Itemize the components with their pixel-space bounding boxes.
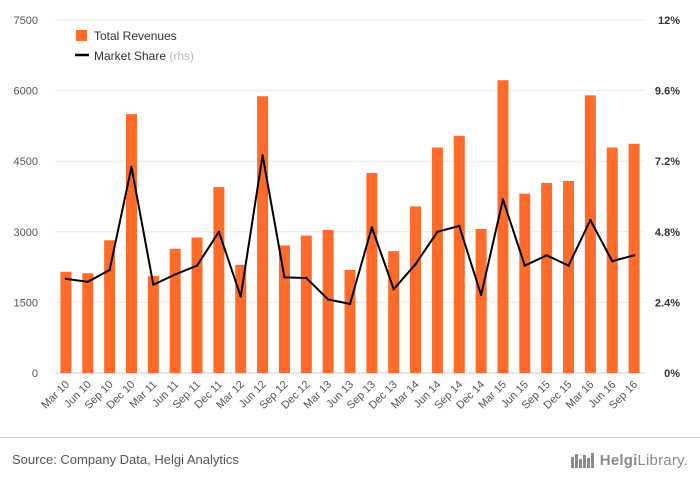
bar — [147, 276, 159, 373]
line-point — [108, 268, 111, 272]
bar — [388, 251, 400, 373]
y-left-tick-label: 0 — [32, 368, 38, 380]
legend-label-market-share: Market Share (rhs) — [94, 49, 194, 63]
line-point — [283, 276, 286, 279]
legend-swatch-total-revenues — [76, 30, 87, 41]
line-series — [64, 154, 636, 306]
bar — [82, 273, 94, 373]
bar — [431, 147, 443, 373]
bar — [410, 206, 422, 373]
y-left-tick-label: 6000 — [14, 86, 38, 98]
line-point — [173, 273, 177, 276]
line-point — [458, 224, 461, 228]
bar — [497, 80, 509, 373]
bar — [475, 228, 487, 373]
line-point — [370, 226, 374, 229]
books-icon — [570, 453, 594, 468]
line-point — [545, 254, 548, 257]
line-point — [611, 260, 614, 263]
y-right-tick-label: 12% — [658, 15, 680, 27]
bar — [213, 187, 225, 373]
bar — [257, 96, 269, 374]
bar — [125, 114, 137, 373]
line-point — [392, 287, 395, 291]
y-axis-right: 0% 2.4% 4.8% 7.2% 9.6% 12% — [655, 15, 680, 380]
bar — [104, 240, 116, 373]
bar — [191, 237, 203, 373]
y-left-tick-label: 7500 — [14, 15, 38, 27]
bar — [453, 135, 465, 373]
y-axis-left: 0 1500 3000 4500 6000 7500 — [14, 15, 38, 380]
line-point — [239, 295, 242, 298]
line-point — [217, 230, 221, 233]
legend-label-total-revenues: Total Revenues — [94, 29, 177, 43]
bar — [235, 264, 247, 373]
bar — [541, 182, 553, 373]
bar — [169, 248, 181, 373]
line-point — [479, 293, 483, 297]
bar — [322, 229, 334, 373]
line-point — [64, 277, 68, 281]
line-point — [414, 262, 417, 266]
helgi-library-logo[interactable]: HelgiLibrary. — [570, 448, 688, 472]
bar-series — [60, 80, 640, 374]
line-point — [152, 283, 155, 286]
y-left-tick-label: 1500 — [14, 297, 38, 309]
line-point — [86, 280, 89, 284]
line-point — [589, 218, 592, 222]
y-right-tick-label: 9.6% — [655, 86, 680, 98]
line-point — [436, 230, 439, 233]
bar — [628, 143, 640, 373]
bar — [300, 235, 312, 373]
bar — [60, 271, 72, 373]
line-point — [501, 198, 505, 201]
bar — [519, 193, 531, 373]
line-point — [567, 264, 570, 267]
y-left-tick-label: 4500 — [14, 156, 38, 168]
bar — [278, 245, 290, 373]
bar — [563, 180, 575, 373]
line-point — [326, 298, 330, 301]
bar — [584, 95, 596, 373]
y-right-tick-label: 2.4% — [655, 297, 680, 309]
line-point — [305, 276, 308, 280]
y-right-tick-label: 0% — [664, 368, 680, 380]
line-point — [195, 264, 199, 267]
legend-rhs-suffix: (rhs) — [169, 49, 194, 63]
line-point — [632, 254, 636, 257]
bar — [366, 172, 378, 373]
footer: Source: Company Data, Helgi Analytics He… — [0, 437, 700, 484]
chart: 0 1500 3000 4500 6000 7500 0% 2.4% 4.8% 7.2% 9.6%… — [14, 15, 681, 412]
legend: Total Revenues Market Share (rhs) — [75, 29, 194, 63]
y-right-tick-label: 7.2% — [655, 156, 680, 168]
line-point — [348, 302, 352, 306]
line-point — [261, 154, 264, 157]
line-point — [523, 264, 527, 267]
source-text: Source: Company Data, Helgi Analytics — [12, 452, 239, 467]
y-left-tick-label: 3000 — [14, 227, 38, 239]
logo-text: HelgiLibrary. — [599, 451, 688, 469]
y-right-tick-label: 4.8% — [655, 227, 680, 239]
bar — [344, 269, 356, 373]
line-point — [130, 165, 133, 169]
